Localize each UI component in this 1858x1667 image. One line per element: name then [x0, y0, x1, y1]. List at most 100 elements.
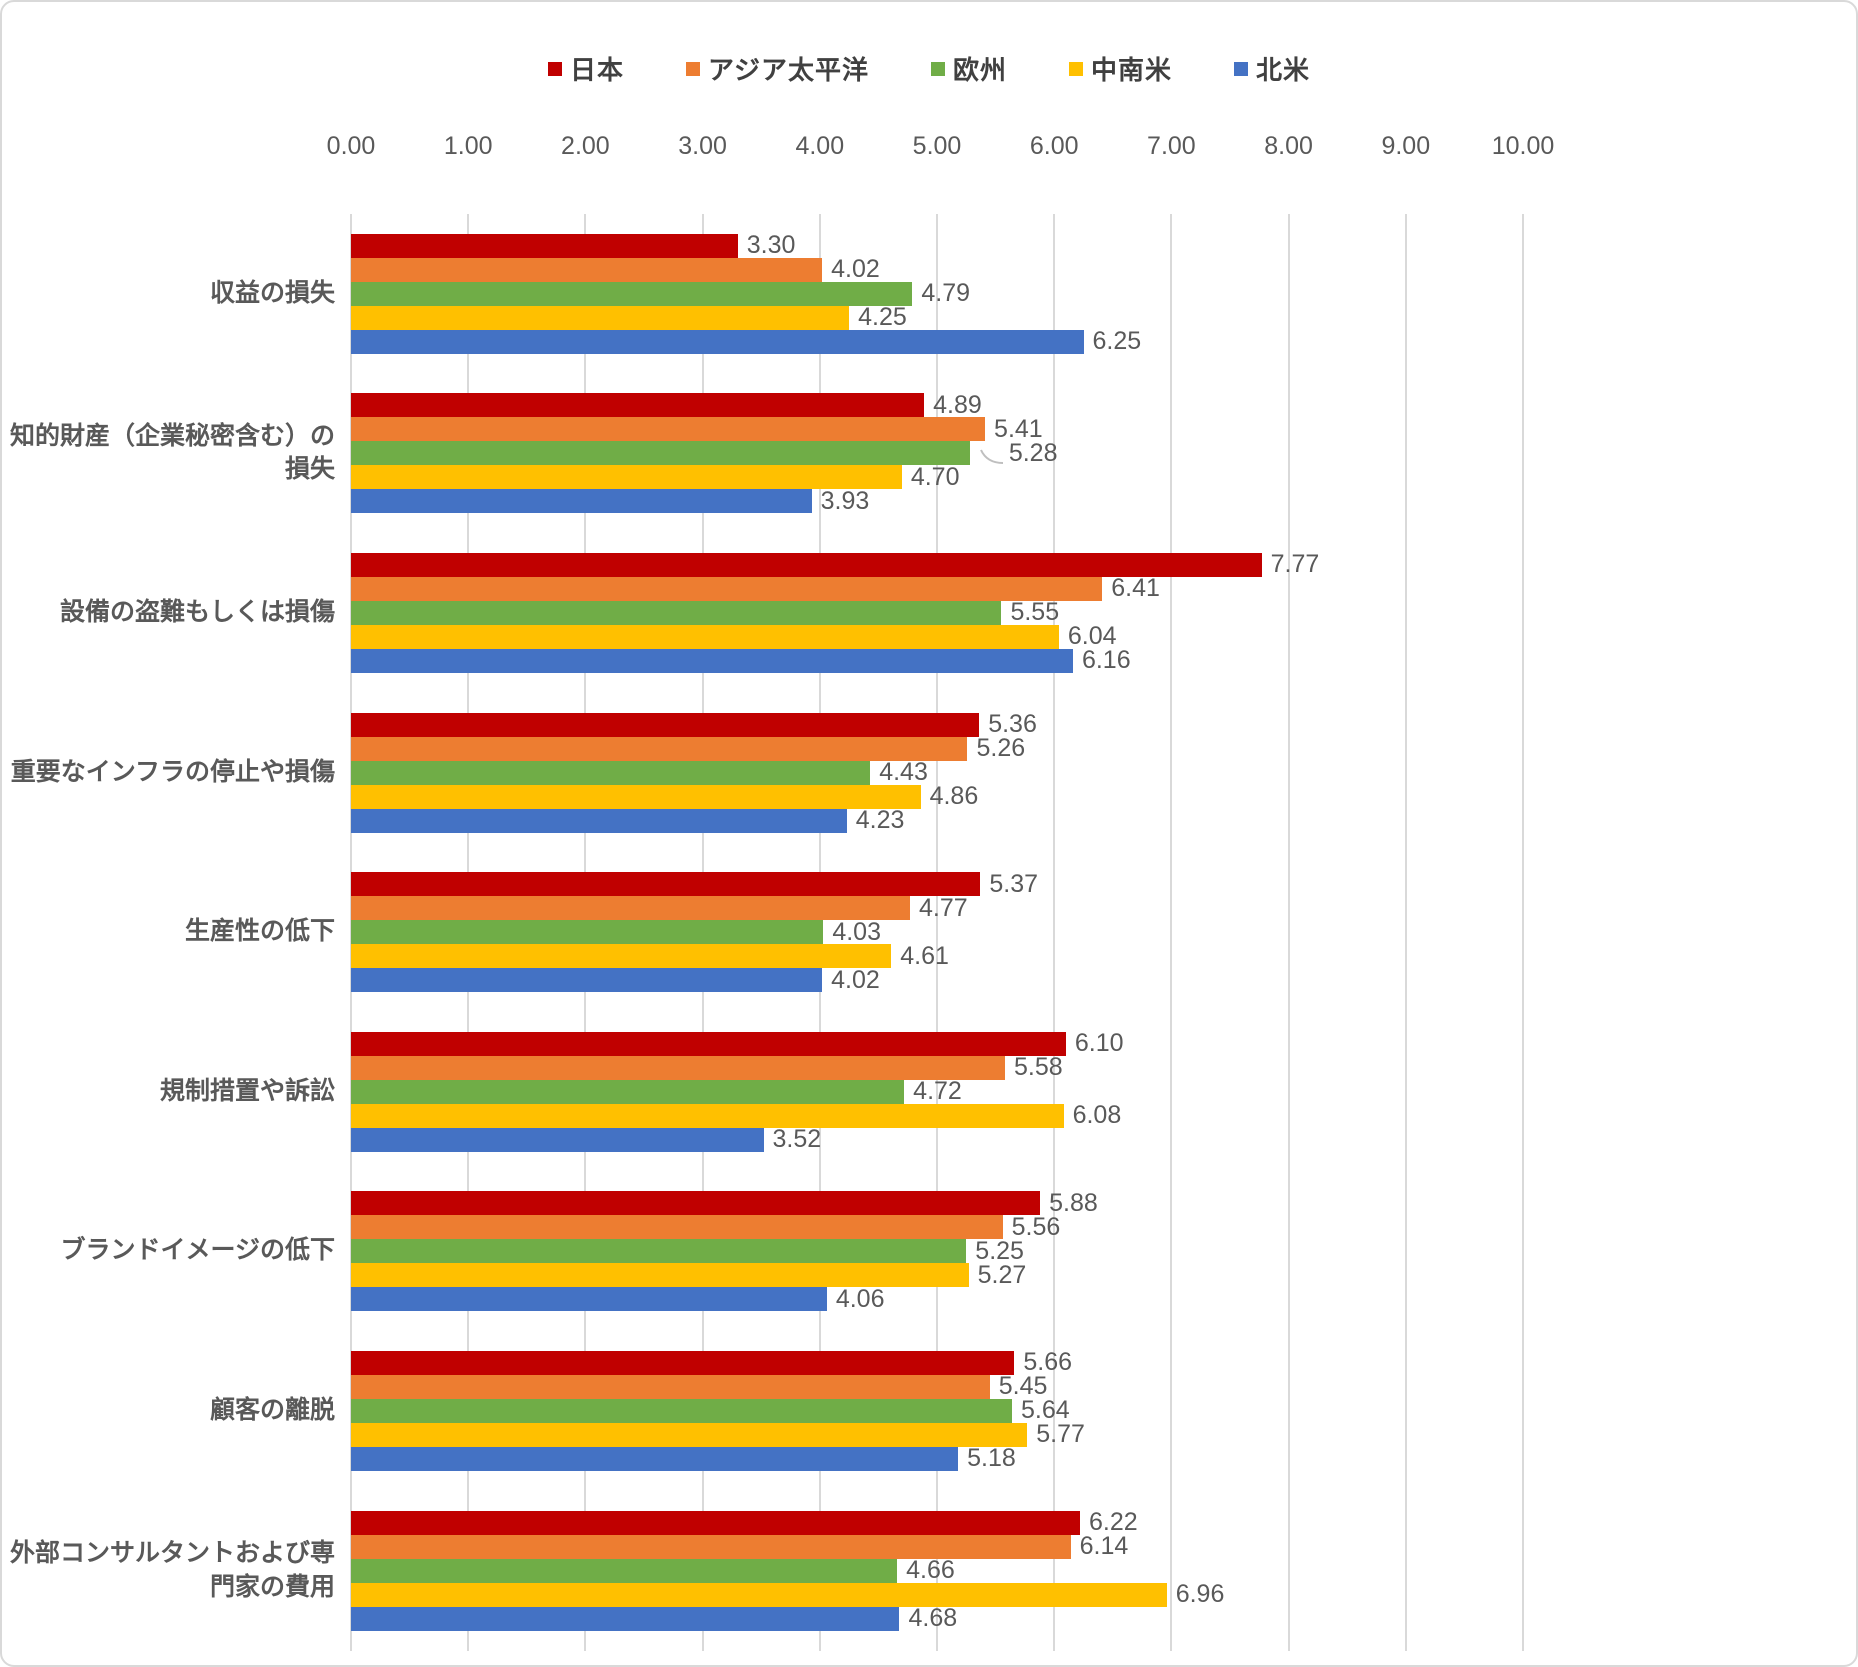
- x-axis-tick-label: 6.00: [1029, 132, 1079, 160]
- value-label-text: 5.64: [1021, 1396, 1070, 1425]
- value-label-text: 4.66: [906, 1556, 955, 1585]
- bar-line: 5.56: [351, 1213, 1523, 1241]
- bar-line: 4.25: [351, 303, 1523, 332]
- value-label-text: 6.14: [1079, 1532, 1129, 1561]
- legend-item: 日本: [547, 50, 624, 87]
- value-label: 6.16: [1082, 646, 1131, 675]
- bar-line: 6.96: [351, 1580, 1523, 1608]
- bar-アジア太平洋: [351, 1534, 1071, 1559]
- category-row: ブランドイメージの低下 5.88 5.56 5.25 5.27 4.06: [2, 1172, 1856, 1332]
- legend-label: 日本: [569, 55, 624, 85]
- bar-欧州: [351, 920, 824, 945]
- value-label-text: 6.22: [1088, 1508, 1138, 1537]
- value-label: 4.68: [908, 1604, 957, 1633]
- bar-line: 4.06: [351, 1285, 1523, 1313]
- category-rows: 収益の損失 3.30 4.02 4.79 4.25 6.25 知的財産（企業秘密含む）の損失…: [2, 214, 1856, 1651]
- bar-北米: [351, 648, 1073, 673]
- bar-line: 4.86: [351, 782, 1523, 811]
- category-row: 規制措置や訴訟 6.10 5.58 4.72 6.08 3.52: [2, 1012, 1856, 1172]
- value-label: 4.86: [930, 782, 979, 811]
- value-label-text: 5.25: [975, 1236, 1024, 1265]
- value-label: 4.25: [858, 303, 907, 332]
- value-label: 6.10: [1075, 1029, 1124, 1058]
- bar-アジア太平洋: [351, 1374, 990, 1399]
- bar-日本: [351, 1191, 1041, 1216]
- bar-中南米: [351, 305, 850, 330]
- value-label-text: 5.55: [1010, 598, 1060, 627]
- bar-line: 4.66: [351, 1556, 1523, 1585]
- bar-line: 6.22: [351, 1508, 1523, 1537]
- category-label: ブランドイメージの低下: [60, 1236, 335, 1265]
- gridline: [1404, 214, 1407, 1651]
- bar-中南米: [351, 624, 1059, 649]
- value-label: 5.27: [978, 1261, 1027, 1290]
- value-label-text: 6.08: [1072, 1101, 1122, 1130]
- value-label: 4.03: [832, 918, 881, 947]
- category-bar-group: 5.88 5.56 5.25 5.27 4.06: [351, 1189, 1523, 1313]
- value-label: 4.61: [900, 942, 949, 971]
- bar-line: 7.77: [351, 550, 1523, 579]
- value-label-text: 5.28: [1008, 438, 1058, 467]
- bar-北米: [351, 808, 847, 833]
- legend-swatch-icon: [1234, 61, 1248, 76]
- category-bar-group: 5.66 5.45 5.64 5.77 5.18: [351, 1348, 1523, 1473]
- value-label: 3.52: [773, 1125, 822, 1154]
- value-label-text: 4.03: [832, 917, 881, 946]
- value-label-text: 4.25: [858, 303, 907, 332]
- value-label-text: 7.77: [1270, 550, 1320, 579]
- bar-中南米: [351, 1263, 969, 1288]
- bar-欧州: [351, 1239, 967, 1264]
- bar-北米: [351, 968, 823, 993]
- category-bar-group: 6.22 6.14 4.66 6.96 4.68: [351, 1508, 1523, 1633]
- bar-line: 5.45: [351, 1372, 1523, 1400]
- category-bar-group: 7.77 6.41 5.55 6.04 6.16: [351, 550, 1523, 675]
- value-label: 5.18: [967, 1444, 1016, 1473]
- bar-北米: [351, 1287, 827, 1312]
- bar-line: 6.14: [351, 1532, 1523, 1561]
- legend-item: 北米: [1234, 50, 1310, 87]
- value-label-text: 3.30: [746, 231, 796, 260]
- gridline: [1170, 214, 1173, 1651]
- leader-line-icon: [979, 449, 1003, 465]
- bar-日本: [351, 1510, 1080, 1535]
- x-axis: 0.00 1.00 2.00 3.00 4.00 5.00 6.00 7.00 8.00 9.00…: [2, 132, 1856, 164]
- value-label-text: 4.43: [879, 758, 928, 787]
- x-axis-tick-label: 3.00: [678, 132, 727, 160]
- value-label-text: 5.37: [989, 869, 1039, 898]
- value-label: 4.02: [831, 255, 880, 284]
- category-row: 知的財産（企業秘密含む）の損失 4.89 5.41 5.28 4.70 3.93: [2, 374, 1856, 534]
- bar-line: 5.41: [351, 415, 1523, 443]
- x-axis-tick-label: 7.00: [1147, 132, 1196, 160]
- value-label-text: 4.61: [900, 941, 949, 970]
- bar-line: 4.77: [351, 894, 1523, 922]
- bar-アジア太平洋: [351, 1215, 1003, 1240]
- value-label: 5.66: [1023, 1348, 1072, 1377]
- bar-アジア太平洋: [351, 576, 1103, 601]
- bar-line: 3.30: [351, 231, 1523, 260]
- bar-line: 6.08: [351, 1101, 1523, 1130]
- bar-欧州: [351, 1558, 898, 1583]
- category-label: 設備の盗難もしくは損傷: [59, 598, 335, 627]
- bar-line: 5.18: [351, 1444, 1523, 1473]
- bar-中南米: [351, 465, 902, 490]
- bar-line: 6.41: [351, 574, 1523, 602]
- category-label: 規制措置や訴訟: [159, 1076, 335, 1105]
- value-label-text: 5.26: [976, 734, 1026, 763]
- value-label-text: 4.86: [929, 782, 979, 811]
- value-label: 4.23: [856, 806, 905, 835]
- value-label-text: 5.36: [988, 710, 1037, 739]
- bar-line: 4.79: [351, 279, 1523, 307]
- bar-line: 5.27: [351, 1261, 1523, 1290]
- value-label-text: 6.16: [1081, 646, 1131, 675]
- value-label-text: 4.70: [910, 462, 960, 491]
- value-label: 5.64: [1021, 1396, 1070, 1425]
- value-label: 6.14: [1080, 1532, 1129, 1561]
- bar-日本: [351, 552, 1262, 577]
- gridline: [1053, 214, 1056, 1651]
- value-label-text: 5.77: [1036, 1420, 1085, 1449]
- gridline: [1287, 214, 1290, 1651]
- bar-欧州: [351, 281, 913, 306]
- value-label-text: 6.25: [1092, 327, 1142, 356]
- value-label: 5.88: [1049, 1189, 1098, 1218]
